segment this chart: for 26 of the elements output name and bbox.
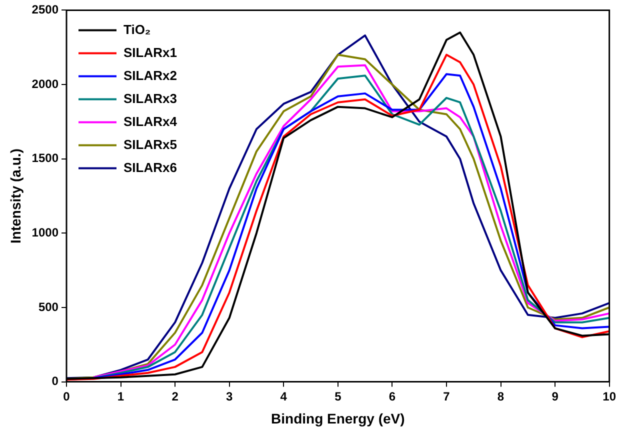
legend-label: SILARx5 — [123, 136, 177, 152]
x-tick-label: 5 — [334, 389, 342, 404]
x-tick-label: 3 — [226, 389, 233, 404]
y-tick-label: 2000 — [32, 76, 59, 91]
x-tick-label: 9 — [552, 389, 559, 404]
legend-label: SILARx2 — [123, 68, 177, 83]
x-tick-label: 8 — [497, 389, 504, 404]
x-tick-label: 1 — [117, 389, 124, 404]
x-tick-label: 4 — [280, 389, 288, 404]
x-tick-label: 7 — [443, 389, 450, 404]
y-axis-title: Intensity (a.u.) — [7, 148, 24, 244]
legend-label: SILARx4 — [123, 114, 178, 129]
y-tick-label: 0 — [52, 374, 59, 388]
legend-label: SILARx3 — [123, 90, 177, 106]
x-tick-label: 0 — [63, 389, 70, 404]
y-tick-label: 500 — [38, 300, 59, 314]
legend-label: SILARx1 — [123, 44, 177, 60]
y-tick-label: 1000 — [32, 225, 59, 240]
y-tick-label: 2500 — [32, 2, 59, 17]
x-tick-label: 6 — [388, 389, 396, 404]
x-axis-title: Binding Energy (eV) — [271, 410, 405, 426]
legend-label: SILARx6 — [123, 160, 177, 175]
y-tick-label: 1500 — [32, 151, 59, 166]
x-tick-label: 10 — [602, 389, 616, 404]
x-tick-label: 2 — [172, 389, 179, 404]
legend-label: TiO₂ — [123, 22, 151, 37]
